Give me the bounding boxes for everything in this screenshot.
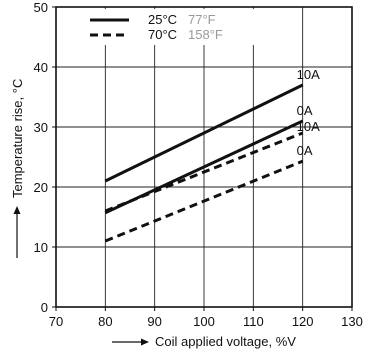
legend-label-77f: 77°F <box>188 12 216 27</box>
y-axis-arrow-head-icon <box>13 206 21 214</box>
x-axis-label: Coil applied voltage, %V <box>155 334 296 349</box>
x-tick-label: 120 <box>292 314 314 329</box>
series-line-dashed-10A <box>104 131 304 213</box>
x-tick-label: 110 <box>243 314 264 329</box>
x-tick-label: 90 <box>147 314 161 329</box>
series-label-solid-10A: 10A <box>297 67 320 82</box>
y-axis-label: Temperature rise, °C <box>10 79 25 198</box>
x-axis-arrow-head-icon <box>141 338 149 346</box>
legend-label-70c: 70°C <box>148 27 177 42</box>
y-tick-label: 50 <box>34 0 48 15</box>
x-tick-label: 130 <box>341 314 363 329</box>
y-tick-label: 0 <box>41 300 48 315</box>
series-line-solid-10A <box>104 83 304 183</box>
y-tick-label: 40 <box>34 60 48 75</box>
x-axis-label-group: Coil applied voltage, %V <box>112 334 296 349</box>
y-axis-label-group: Temperature rise, °C <box>10 79 25 258</box>
y-tick-label: 30 <box>34 120 48 135</box>
series-line-dashed-0A <box>104 159 304 243</box>
legend-label-25c: 25°C <box>148 12 177 27</box>
x-tick-label: 80 <box>98 314 112 329</box>
legend: 25°C 77°F 70°C 158°F <box>84 9 254 45</box>
legend-background <box>84 9 254 45</box>
y-tick-label: 10 <box>34 240 48 255</box>
legend-label-158f: 158°F <box>188 27 223 42</box>
tick-labels: 70 80 90 100 110 120 130 0 10 20 30 40 50 <box>34 0 363 329</box>
y-tick-label: 20 <box>34 180 48 195</box>
series-line-solid-0A <box>104 119 304 215</box>
series-lines <box>104 83 304 243</box>
series-label-dashed-0A: 0A <box>297 143 313 158</box>
grid <box>56 7 352 307</box>
x-tick-label: 100 <box>193 314 215 329</box>
x-tick-label: 70 <box>49 314 63 329</box>
series-label-solid-0A: 0A <box>297 103 313 118</box>
series-label-dashed-10A: 10A <box>297 119 320 134</box>
